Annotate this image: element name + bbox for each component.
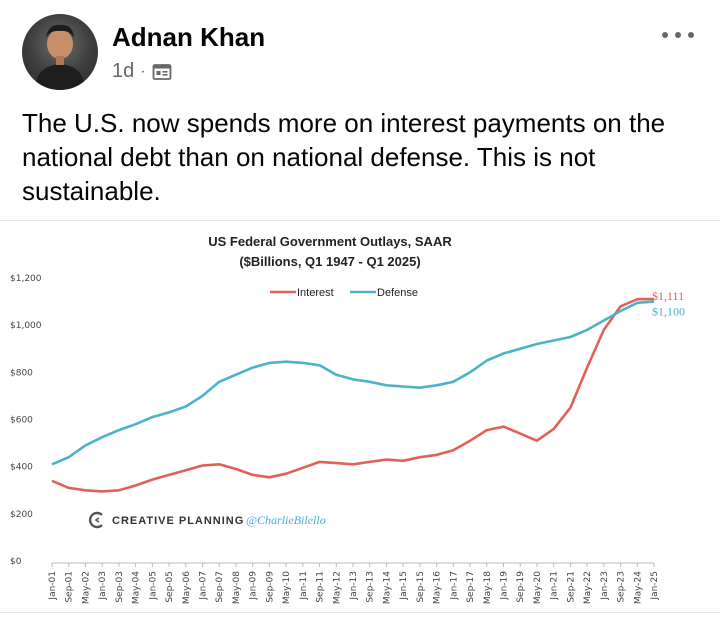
divider xyxy=(0,612,720,613)
x-tick-label: Sep-05 xyxy=(165,571,175,603)
y-tick-label: $800 xyxy=(10,368,33,378)
x-tick-label: May-08 xyxy=(232,571,242,604)
y-axis: $0 $200 $400 $600 $800 $1,000 $1,200 xyxy=(10,274,42,567)
divider xyxy=(0,220,720,221)
x-tick-label: Sep-13 xyxy=(366,571,376,603)
end-label-defense: $1,100 xyxy=(652,305,685,319)
end-label-interest: $1,111 xyxy=(652,289,684,303)
post-text: The U.S. now spends more on interest pay… xyxy=(22,108,666,206)
post-time[interactable]: 1d xyxy=(112,60,135,82)
x-tick-label: Sep-07 xyxy=(215,571,225,603)
x-tick-label: Jan-13 xyxy=(349,571,359,601)
x-tick-label: Sep-19 xyxy=(516,571,526,603)
x-tick-label: May-04 xyxy=(132,571,142,604)
x-tick-label: Jan-21 xyxy=(550,571,560,601)
author-name[interactable]: Adnan Khan xyxy=(112,22,266,52)
x-tick-label: Sep-11 xyxy=(316,571,326,603)
legend-label: Defense xyxy=(377,287,418,299)
x-tick-label: Jan-25 xyxy=(650,571,660,601)
x-tick-label: Jan-07 xyxy=(199,571,209,601)
chart-image[interactable]: US Federal Government Outlays, SAAR ($Bi… xyxy=(0,222,720,612)
x-tick-label: May-14 xyxy=(382,571,392,604)
x-tick-label: May-22 xyxy=(583,571,593,604)
x-tick-label: Sep-09 xyxy=(265,571,275,603)
page-icon[interactable] xyxy=(152,63,172,81)
x-tick-label: Jan-17 xyxy=(449,571,459,601)
watermark-handle: @CharlieBilello xyxy=(246,513,326,527)
series-lines: $1,111 $1,100 xyxy=(51,289,685,493)
x-tick-label: Jan-05 xyxy=(148,571,158,601)
series-line-interest xyxy=(51,297,655,493)
legend-label: Interest xyxy=(297,287,334,299)
series-line-defense xyxy=(51,300,655,466)
x-axis: Jan-01 Sep-01 May-02 Jan-03 Sep-03 May-04 Jan-… xyxy=(48,562,660,604)
more-options-icon[interactable] xyxy=(662,26,694,44)
watermark-brand: CREATIVE PLANNING xyxy=(112,515,244,527)
x-tick-label: Jan-23 xyxy=(600,571,610,601)
meta-separator: · xyxy=(140,62,146,80)
line-chart: US Federal Government Outlays, SAAR ($Bi… xyxy=(10,234,685,604)
x-tick-label: Jan-03 xyxy=(98,571,108,601)
x-tick-label: Sep-23 xyxy=(617,571,627,603)
x-tick-label: May-12 xyxy=(332,571,342,604)
more-dot xyxy=(675,32,681,38)
x-tick-label: Jan-09 xyxy=(249,571,259,601)
y-tick-label: $600 xyxy=(10,416,33,426)
x-tick-label: May-10 xyxy=(282,571,292,604)
y-tick-label: $1,200 xyxy=(10,274,42,284)
x-tick-label: Jan-11 xyxy=(299,571,309,601)
x-tick-label: May-24 xyxy=(633,571,643,604)
avatar-image xyxy=(34,24,86,90)
x-tick-label: Sep-01 xyxy=(65,571,75,603)
chart-subtitle: ($Billions, Q1 1947 - Q1 2025) xyxy=(239,254,420,269)
post-header: Adnan Khan 1d · xyxy=(22,14,702,94)
x-tick-label: Sep-17 xyxy=(466,571,476,603)
y-tick-label: $1,000 xyxy=(10,321,42,331)
post-meta: 1d · xyxy=(112,60,172,83)
avatar[interactable] xyxy=(22,14,98,90)
x-tick-label: Jan-01 xyxy=(48,571,58,601)
watermark: CREATIVE PLANNING @CharlieBilello xyxy=(88,511,326,529)
y-tick-label: $0 xyxy=(10,557,22,567)
y-tick-label: $200 xyxy=(10,510,33,520)
x-tick-label: May-02 xyxy=(81,571,91,604)
more-dot xyxy=(688,32,694,38)
x-tick-label: May-16 xyxy=(433,571,443,604)
y-tick-label: $400 xyxy=(10,463,33,473)
x-tick-label: Sep-03 xyxy=(115,571,125,603)
chart-legend: Interest Defense xyxy=(270,287,418,299)
x-tick-label: Sep-15 xyxy=(416,571,426,603)
x-tick-label: May-06 xyxy=(182,571,192,604)
x-tick-label: May-20 xyxy=(533,571,543,604)
x-tick-label: May-18 xyxy=(483,571,493,604)
creative-planning-logo-icon xyxy=(88,511,103,529)
chart-title: US Federal Government Outlays, SAAR xyxy=(208,234,452,249)
more-dot xyxy=(662,32,668,38)
x-tick-label: Jan-19 xyxy=(500,571,510,601)
x-tick-label: Sep-21 xyxy=(566,571,576,603)
x-tick-label: Jan-15 xyxy=(399,571,409,601)
